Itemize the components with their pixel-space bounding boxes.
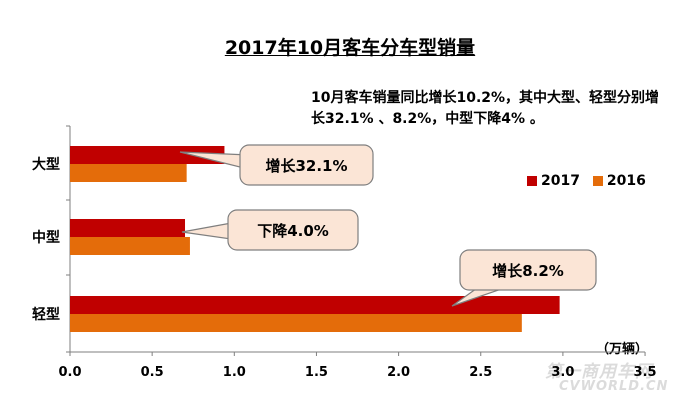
legend-label-2016: 2016 [606, 173, 646, 189]
chart-legend: 2017 2016 [527, 173, 654, 190]
chart-title: 2017年10月客车分车型销量 [224, 37, 476, 59]
x-tick-label: 1.5 [305, 365, 328, 380]
legend-swatch-2016 [592, 176, 603, 186]
legend-item-2016: 2016 [592, 173, 646, 189]
callout-label: 增长32.1% [265, 157, 347, 175]
callout-label: 下降4.0% [257, 222, 329, 240]
callout-box-fill [461, 251, 595, 289]
bar-2017-2 [70, 296, 560, 314]
x-tick-label: 2.5 [469, 365, 492, 380]
y-category-label: 中型 [32, 229, 60, 246]
x-tick-label: 3.5 [634, 365, 657, 380]
callout-label: 增长8.2% [492, 262, 564, 280]
legend-swatch-2017 [527, 176, 537, 186]
bar-2016-2 [70, 314, 522, 332]
y-category-label: 大型 [32, 156, 60, 173]
bar-2016-0 [70, 164, 187, 182]
y-category-label: 轻型 [32, 306, 60, 323]
legend-label-2017: 2017 [541, 173, 580, 189]
watermark-logo: 第一商用车网 CVWORLD.CN [545, 362, 669, 394]
callout-box-fill [241, 146, 372, 184]
bar-2017-0 [70, 146, 225, 164]
bar-2017-1 [70, 219, 186, 237]
x-tick-label: 3.0 [551, 365, 574, 380]
legend-item-2017: 2017 [527, 173, 580, 189]
callout-box-fill [229, 211, 357, 249]
x-axis-unit-label: （万辆） [596, 342, 649, 357]
chart-annotation-note: 10月客车销量同比增长10.2%，其中大型、轻型分别增长32.1% 、8.2%，… [311, 90, 660, 127]
x-tick-label: 1.0 [223, 365, 246, 380]
x-tick-label: 0.0 [58, 365, 81, 380]
bar-2016-1 [70, 237, 190, 255]
x-tick-label: 2.0 [387, 365, 410, 380]
x-tick-label: 0.5 [141, 365, 164, 380]
